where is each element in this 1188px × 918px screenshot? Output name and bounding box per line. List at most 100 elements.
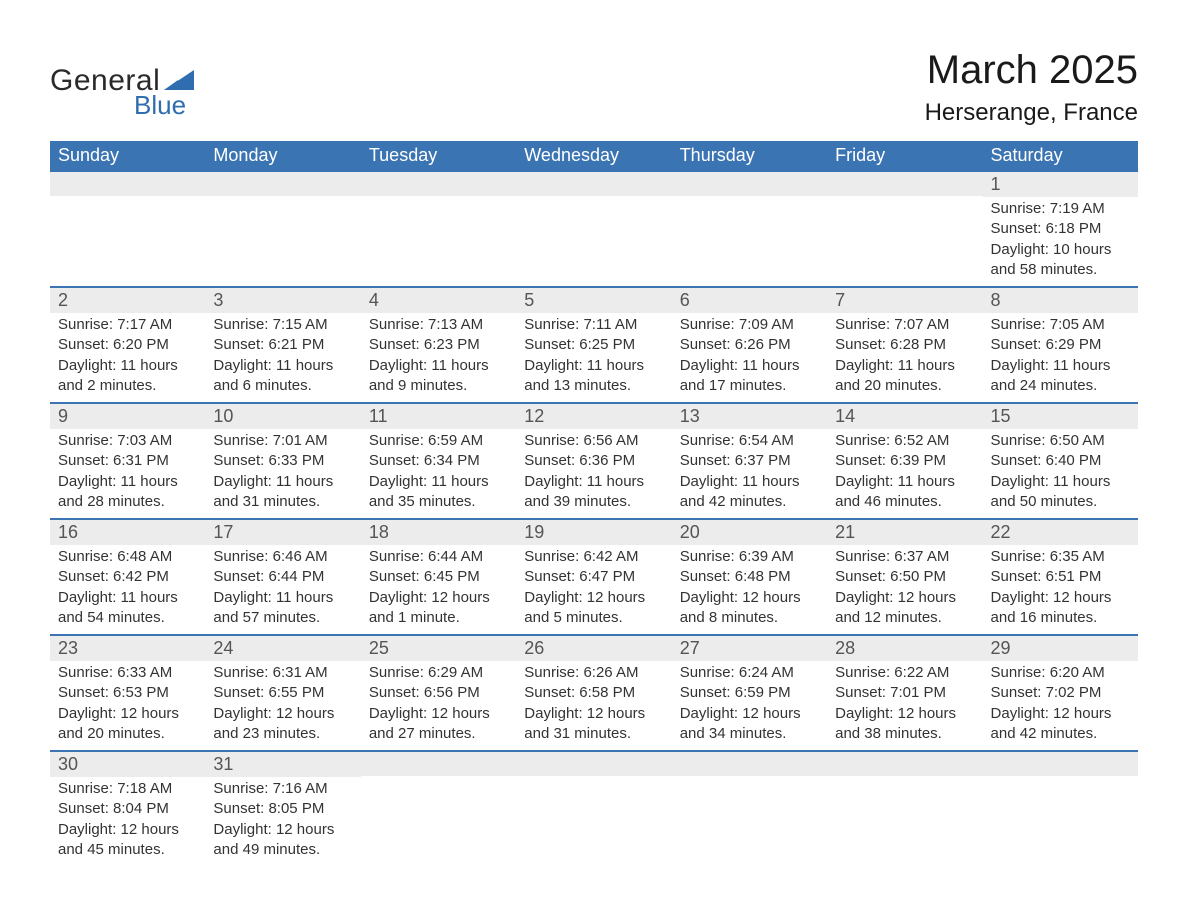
calendar-week-row: 23Sunrise: 6:33 AMSunset: 6:53 PMDayligh… [50,635,1138,751]
calendar-day-cell: 3Sunrise: 7:15 AMSunset: 6:21 PMDaylight… [205,287,360,403]
calendar-day-cell: 24Sunrise: 6:31 AMSunset: 6:55 PMDayligh… [205,635,360,751]
sunrise-text: Sunrise: 6:48 AM [58,547,197,567]
calendar-day-cell: 30Sunrise: 7:18 AMSunset: 8:04 PMDayligh… [50,751,205,866]
day-number: 12 [516,404,671,429]
daylight-text: Daylight: 12 hours and 12 minutes. [835,588,974,629]
day-body: Sunrise: 7:07 AMSunset: 6:28 PMDaylight:… [827,313,982,402]
calendar-day-cell: 22Sunrise: 6:35 AMSunset: 6:51 PMDayligh… [983,519,1138,635]
daylight-text: Daylight: 11 hours and 50 minutes. [991,472,1130,513]
sunset-text: Sunset: 6:45 PM [369,567,508,587]
day-body: Sunrise: 6:48 AMSunset: 6:42 PMDaylight:… [50,545,205,634]
sunset-text: Sunset: 6:50 PM [835,567,974,587]
calendar-day-cell [827,171,982,287]
sunrise-text: Sunrise: 6:44 AM [369,547,508,567]
sunset-text: Sunset: 6:26 PM [680,335,819,355]
day-body: Sunrise: 7:13 AMSunset: 6:23 PMDaylight:… [361,313,516,402]
day-body: Sunrise: 6:22 AMSunset: 7:01 PMDaylight:… [827,661,982,750]
calendar-week-row: 30Sunrise: 7:18 AMSunset: 8:04 PMDayligh… [50,751,1138,866]
logo-text-blue: Blue [134,90,194,121]
sunset-text: Sunset: 6:25 PM [524,335,663,355]
daylight-text: Daylight: 11 hours and 28 minutes. [58,472,197,513]
day-number [983,752,1138,776]
daylight-text: Daylight: 12 hours and 42 minutes. [991,704,1130,745]
sunset-text: Sunset: 6:44 PM [213,567,352,587]
day-number: 29 [983,636,1138,661]
day-number [205,172,360,196]
daylight-text: Daylight: 12 hours and 8 minutes. [680,588,819,629]
daylight-text: Daylight: 12 hours and 20 minutes. [58,704,197,745]
day-number: 24 [205,636,360,661]
calendar-day-cell: 15Sunrise: 6:50 AMSunset: 6:40 PMDayligh… [983,403,1138,519]
day-body: Sunrise: 6:29 AMSunset: 6:56 PMDaylight:… [361,661,516,750]
day-body: Sunrise: 6:46 AMSunset: 6:44 PMDaylight:… [205,545,360,634]
calendar-day-cell [205,171,360,287]
calendar-day-cell [516,751,671,866]
weekday-header-row: Sunday Monday Tuesday Wednesday Thursday… [50,141,1138,171]
sunset-text: Sunset: 6:21 PM [213,335,352,355]
calendar-day-cell: 23Sunrise: 6:33 AMSunset: 6:53 PMDayligh… [50,635,205,751]
day-body: Sunrise: 6:35 AMSunset: 6:51 PMDaylight:… [983,545,1138,634]
calendar-day-cell: 27Sunrise: 6:24 AMSunset: 6:59 PMDayligh… [672,635,827,751]
day-number: 16 [50,520,205,545]
day-number: 1 [983,172,1138,197]
sunset-text: Sunset: 6:42 PM [58,567,197,587]
day-body: Sunrise: 7:16 AMSunset: 8:05 PMDaylight:… [205,777,360,866]
sunset-text: Sunset: 6:58 PM [524,683,663,703]
sunset-text: Sunset: 8:04 PM [58,799,197,819]
day-number: 2 [50,288,205,313]
day-number: 20 [672,520,827,545]
sunset-text: Sunset: 6:31 PM [58,451,197,471]
sunrise-text: Sunrise: 6:42 AM [524,547,663,567]
daylight-text: Daylight: 12 hours and 34 minutes. [680,704,819,745]
calendar-day-cell [361,751,516,866]
sunrise-text: Sunrise: 6:56 AM [524,431,663,451]
calendar-day-cell [50,171,205,287]
sunrise-text: Sunrise: 6:46 AM [213,547,352,567]
calendar-day-cell: 16Sunrise: 6:48 AMSunset: 6:42 PMDayligh… [50,519,205,635]
sunset-text: Sunset: 6:34 PM [369,451,508,471]
sunrise-text: Sunrise: 6:54 AM [680,431,819,451]
daylight-text: Daylight: 11 hours and 57 minutes. [213,588,352,629]
title-block: March 2025 Herserange, France [925,48,1138,127]
day-body: Sunrise: 7:18 AMSunset: 8:04 PMDaylight:… [50,777,205,866]
weekday-header: Wednesday [516,141,671,171]
day-number: 21 [827,520,982,545]
sunset-text: Sunset: 6:56 PM [369,683,508,703]
daylight-text: Daylight: 12 hours and 16 minutes. [991,588,1130,629]
day-number [361,752,516,776]
calendar-day-cell: 9Sunrise: 7:03 AMSunset: 6:31 PMDaylight… [50,403,205,519]
day-body [361,776,516,796]
sunset-text: Sunset: 6:37 PM [680,451,819,471]
day-number [672,172,827,196]
calendar-day-cell: 7Sunrise: 7:07 AMSunset: 6:28 PMDaylight… [827,287,982,403]
day-number: 8 [983,288,1138,313]
day-body [516,776,671,796]
daylight-text: Daylight: 11 hours and 39 minutes. [524,472,663,513]
day-body [672,196,827,216]
day-body: Sunrise: 6:54 AMSunset: 6:37 PMDaylight:… [672,429,827,518]
sunset-text: Sunset: 6:40 PM [991,451,1130,471]
day-number: 23 [50,636,205,661]
day-number [516,752,671,776]
sunset-text: Sunset: 6:29 PM [991,335,1130,355]
sunrise-text: Sunrise: 7:18 AM [58,779,197,799]
day-body [827,196,982,216]
day-body: Sunrise: 6:31 AMSunset: 6:55 PMDaylight:… [205,661,360,750]
sunset-text: Sunset: 6:59 PM [680,683,819,703]
day-body: Sunrise: 7:19 AMSunset: 6:18 PMDaylight:… [983,197,1138,286]
day-number [361,172,516,196]
daylight-text: Daylight: 11 hours and 54 minutes. [58,588,197,629]
daylight-text: Daylight: 11 hours and 20 minutes. [835,356,974,397]
sunset-text: Sunset: 6:28 PM [835,335,974,355]
calendar-day-cell: 29Sunrise: 6:20 AMSunset: 7:02 PMDayligh… [983,635,1138,751]
sunset-text: Sunset: 6:47 PM [524,567,663,587]
day-number: 15 [983,404,1138,429]
daylight-text: Daylight: 12 hours and 38 minutes. [835,704,974,745]
daylight-text: Daylight: 11 hours and 46 minutes. [835,472,974,513]
day-number [827,172,982,196]
calendar-day-cell: 26Sunrise: 6:26 AMSunset: 6:58 PMDayligh… [516,635,671,751]
weekday-header: Friday [827,141,982,171]
day-body: Sunrise: 6:50 AMSunset: 6:40 PMDaylight:… [983,429,1138,518]
sunrise-text: Sunrise: 7:16 AM [213,779,352,799]
day-number: 7 [827,288,982,313]
